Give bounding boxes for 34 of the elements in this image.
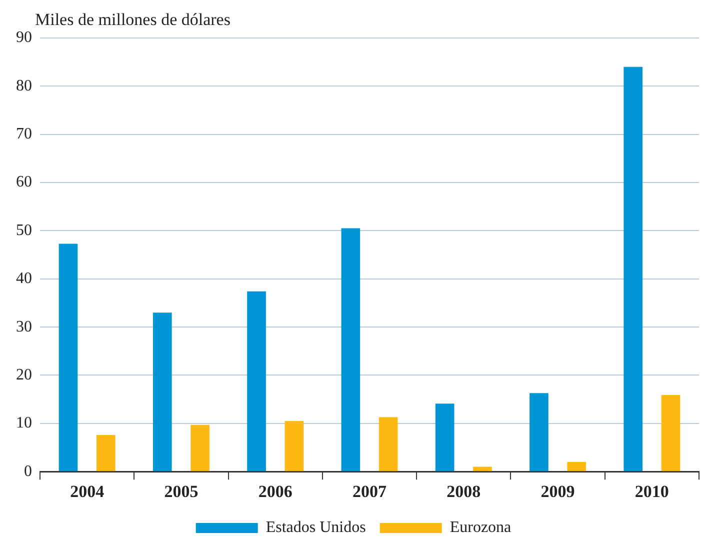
x-tick-label: 2005 xyxy=(164,482,198,502)
x-tick-label: 2009 xyxy=(540,482,575,502)
bar xyxy=(190,424,210,472)
y-tick-label: 20 xyxy=(16,366,32,384)
x-tick-label: 2007 xyxy=(352,482,387,502)
y-tick-label: 10 xyxy=(16,414,32,432)
bar xyxy=(624,66,643,472)
y-tick-label: 40 xyxy=(16,270,32,288)
y-tick-label: 90 xyxy=(16,29,32,46)
y-tick-label: 50 xyxy=(16,222,32,239)
x-tick-label: 2006 xyxy=(258,482,292,502)
bar xyxy=(567,462,586,472)
bar xyxy=(473,466,492,472)
bar xyxy=(661,395,680,472)
bar xyxy=(152,312,172,472)
bar xyxy=(435,404,454,472)
bar xyxy=(378,417,398,472)
x-tick-label: 2008 xyxy=(446,482,481,502)
bar xyxy=(284,421,304,472)
legend-label: Eurozona xyxy=(450,519,512,536)
bar xyxy=(96,434,116,472)
y-tick-label: 60 xyxy=(16,174,32,191)
x-tick-label: 2004 xyxy=(70,482,105,502)
x-tick-label: 2010 xyxy=(634,482,669,502)
bar xyxy=(247,291,266,472)
y-tick-label: 30 xyxy=(16,318,32,336)
y-tick-label: 0 xyxy=(24,462,32,480)
y-axis-title: Miles de millones de dólares xyxy=(35,10,230,29)
bar xyxy=(58,244,78,472)
bar xyxy=(341,228,360,472)
legend-label: Estados Unidos xyxy=(266,519,366,536)
y-tick-label: 80 xyxy=(16,77,32,94)
bar xyxy=(530,393,548,472)
y-tick-label: 70 xyxy=(16,126,32,143)
